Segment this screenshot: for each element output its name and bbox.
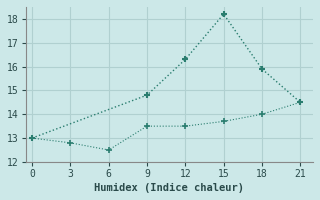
X-axis label: Humidex (Indice chaleur): Humidex (Indice chaleur) bbox=[94, 183, 244, 193]
